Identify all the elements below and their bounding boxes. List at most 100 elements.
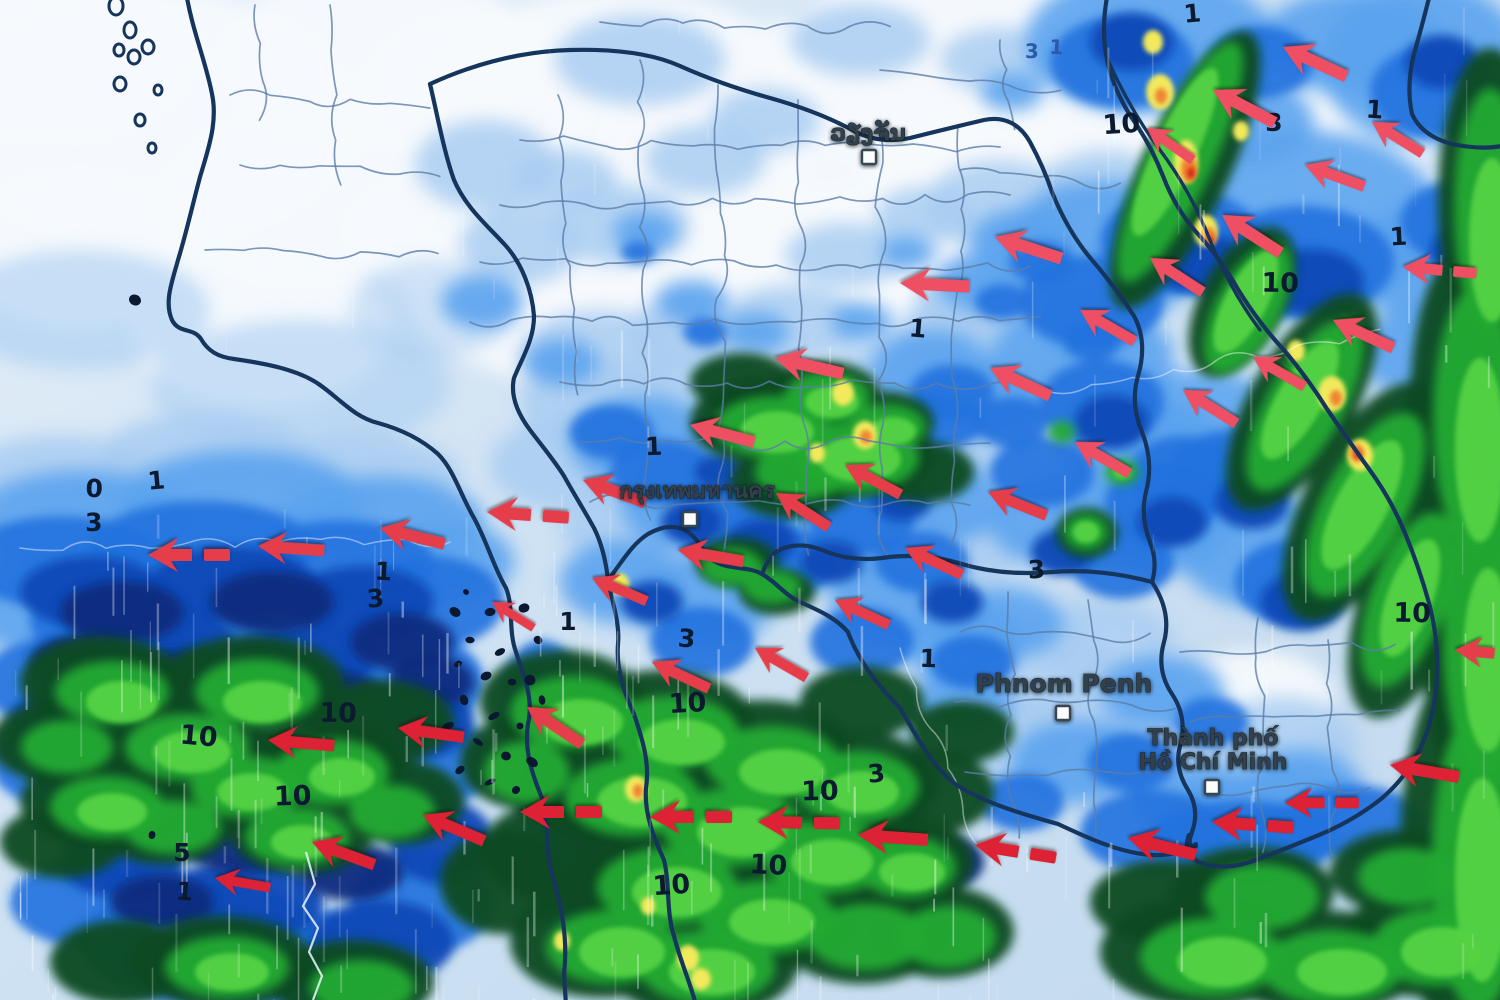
province-border <box>959 625 1151 644</box>
precip-value-label: 10 <box>652 869 692 903</box>
island-dot <box>516 722 524 730</box>
province-border <box>793 99 810 556</box>
precip-value-label: 1 <box>919 644 937 674</box>
province-border <box>329 4 342 186</box>
precip-value-labels: 1311031110110131313101010101310101051310 <box>85 0 1431 907</box>
thai-myanmar-border <box>427 81 611 583</box>
province-border <box>469 315 1041 328</box>
wind-arrow <box>650 800 732 834</box>
island-dot <box>484 607 496 617</box>
island-dot <box>449 607 461 617</box>
wind-arrow <box>690 416 756 448</box>
wind-arrow <box>592 574 649 606</box>
wind-arrow <box>995 230 1064 265</box>
city-marker <box>1054 704 1072 722</box>
island-dot <box>473 738 483 746</box>
wind-arrow <box>1213 89 1278 129</box>
wind-arrow <box>520 795 602 829</box>
precip-value-label: 1 <box>559 607 576 636</box>
lightning-bolt <box>301 851 324 1000</box>
precip-value-label: 3 <box>1027 555 1046 585</box>
thai-cambodia-border <box>759 543 1155 585</box>
province-border <box>557 94 579 396</box>
wind-arrow <box>775 348 845 382</box>
rain-contour-line <box>899 647 981 849</box>
wind-arrow <box>487 497 570 532</box>
province-border <box>1189 709 1401 723</box>
island-dot <box>518 603 530 613</box>
precip-value-label: 10 <box>801 776 839 808</box>
wind-arrows <box>148 44 1495 896</box>
precip-value-label: 5 <box>173 838 190 867</box>
island-outline <box>152 83 164 97</box>
lao-border <box>427 47 1157 585</box>
island-dot <box>484 778 496 786</box>
province-border <box>579 435 991 452</box>
island-outline <box>112 75 128 93</box>
wind-arrow <box>1390 753 1460 787</box>
city-marker <box>681 510 699 528</box>
precip-value-label: 10 <box>749 849 788 882</box>
wind-arrow <box>678 539 745 571</box>
wind-arrow <box>492 602 536 632</box>
wind-arrow <box>1147 128 1196 165</box>
china-coastline <box>1407 0 1500 150</box>
province-border <box>229 89 431 109</box>
province-border <box>1204 782 1371 797</box>
wind-arrow <box>845 464 904 500</box>
island-dot <box>480 671 492 681</box>
province-border <box>519 135 1001 153</box>
wind-arrow <box>312 836 377 871</box>
city-marker <box>1203 778 1221 796</box>
island-dot <box>526 756 538 768</box>
wind-arrow <box>835 597 892 630</box>
city-label-group: Thành phố Hồ Chí Minh <box>1138 726 1288 796</box>
precip-value-label: 10 <box>179 719 219 753</box>
city-label-group: Phnom Penh <box>975 669 1153 722</box>
wind-arrow <box>1253 357 1308 392</box>
wind-arrow <box>268 726 335 759</box>
precip-value-label: 1 <box>175 876 194 906</box>
wind-arrow <box>1455 637 1495 668</box>
precip-value-label: 1 <box>644 432 662 462</box>
island-outline <box>133 112 147 128</box>
wind-arrow <box>527 707 586 749</box>
wind-arrow <box>423 811 487 847</box>
wind-arrow <box>215 868 271 896</box>
precip-value-label: 10 <box>1102 108 1142 142</box>
island-dot <box>129 294 141 306</box>
wind-arrow <box>990 365 1053 402</box>
island-dot <box>442 721 454 731</box>
precip-value-label: 3 <box>677 623 696 653</box>
province-border <box>559 377 1021 390</box>
province-border <box>964 768 1171 777</box>
city-labels: กรุงเทพมหานคร ວຽງຈັນ Phnom Penh Thành phố Hồ… <box>619 120 1288 796</box>
province-border <box>239 164 441 178</box>
wind-arrow <box>1075 442 1133 479</box>
wind-arrow <box>380 519 446 551</box>
island-outline <box>122 20 138 40</box>
province-border <box>998 39 1016 131</box>
wind-arrow <box>1305 159 1367 192</box>
island-dot <box>533 635 543 645</box>
island-dot <box>524 674 536 686</box>
wind-arrow <box>1372 122 1426 158</box>
islands <box>107 0 546 840</box>
precip-value-label: 1 <box>374 557 393 587</box>
island-dot <box>459 694 469 706</box>
island-dot <box>494 648 506 656</box>
island-dot <box>511 786 521 794</box>
province-border <box>1087 599 1099 843</box>
province-border <box>636 59 652 521</box>
island-dot <box>501 751 511 761</box>
wind-arrow <box>398 715 465 748</box>
wind-arrow <box>900 267 971 302</box>
precip-value-label: 10 <box>1261 268 1299 300</box>
province-border <box>253 4 268 122</box>
province-border <box>959 167 1122 190</box>
wind-arrow <box>652 659 712 694</box>
island-outline <box>112 42 126 58</box>
rain-streaks <box>9 7 1495 1000</box>
